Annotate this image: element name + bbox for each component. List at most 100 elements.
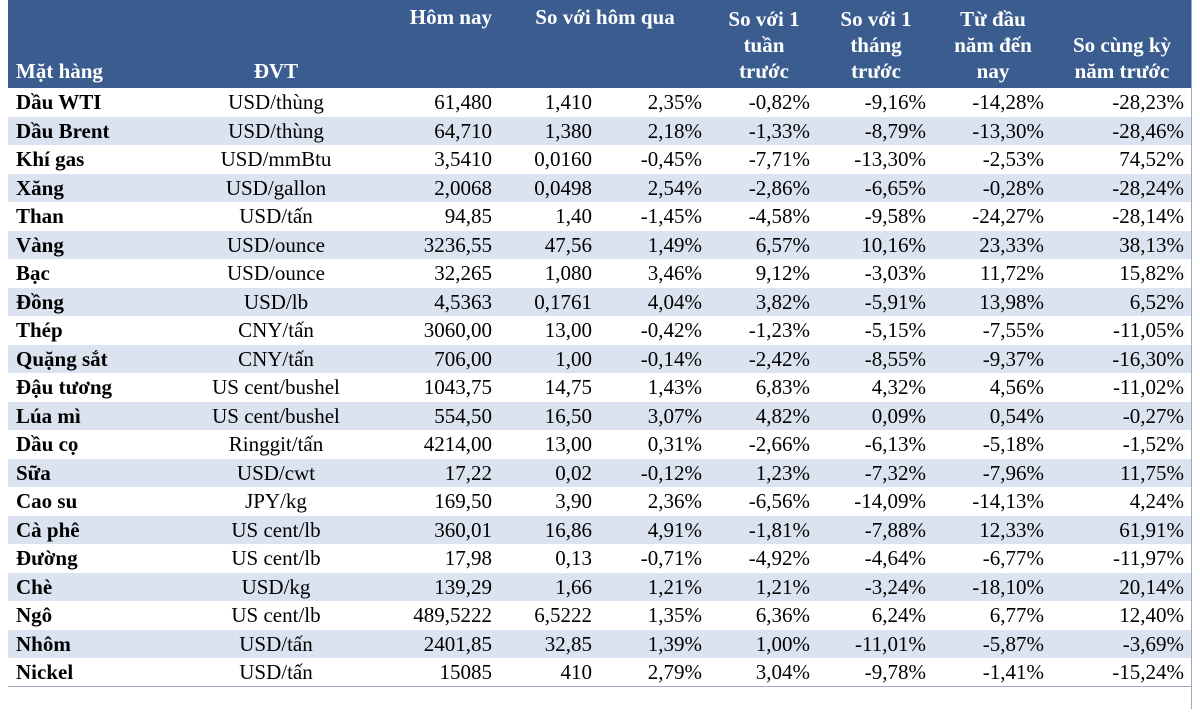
cell-vs-week: 6,83% xyxy=(710,373,818,402)
table-row: Lúa mì US cent/bushel 554,50 16,50 3,07% 4,82… xyxy=(8,401,1192,430)
cell-unit: USD/ounce xyxy=(186,259,366,288)
table-row: Xăng USD/gallon 2,0068 0,0498 2,54% -2,86% -6,… xyxy=(8,173,1192,202)
cell-today: 3,5410 xyxy=(366,145,500,174)
table-row: Đậu tương US cent/bushel 1043,75 14,75 1,43%… xyxy=(8,373,1192,402)
cell-vs-week: 6,57% xyxy=(710,230,818,259)
cell-today: 706,00 xyxy=(366,344,500,373)
cell-vs-month: -8,79% xyxy=(818,116,934,145)
cell-vs-week: 1,21% xyxy=(710,572,818,601)
cell-ytd: 4,56% xyxy=(934,373,1052,402)
cell-vs-month: -3,03% xyxy=(818,259,934,288)
cell-ytd: 11,72% xyxy=(934,259,1052,288)
cell-vs-week: 1,23% xyxy=(710,458,818,487)
cell-unit: USD/ounce xyxy=(186,230,366,259)
cell-vs-month: -5,15% xyxy=(818,316,934,345)
cell-yoy: 15,82% xyxy=(1052,259,1192,288)
cell-vs-week: -0,82% xyxy=(710,88,818,117)
cell-vs-month: -9,16% xyxy=(818,88,934,117)
cell-change-pct: 2,79% xyxy=(600,658,710,687)
cell-vs-month: -4,64% xyxy=(818,544,934,573)
cell-today: 3060,00 xyxy=(366,316,500,345)
cell-ytd: -1,41% xyxy=(934,658,1052,687)
cell-change: 47,56 xyxy=(500,230,600,259)
cell-ytd: 13,98% xyxy=(934,287,1052,316)
cell-change-pct: 2,35% xyxy=(600,88,710,117)
cell-change-pct: -1,45% xyxy=(600,202,710,231)
cell-item: Cao su xyxy=(8,487,186,516)
cell-vs-week: -4,58% xyxy=(710,202,818,231)
cell-ytd: -18,10% xyxy=(934,572,1052,601)
cell-change-pct: 4,04% xyxy=(600,287,710,316)
cell-today: 360,01 xyxy=(366,515,500,544)
cell-vs-week: 1,00% xyxy=(710,629,818,658)
table-row: Chè USD/kg 139,29 1,66 1,21% 1,21% -3,24% -18,1… xyxy=(8,572,1192,601)
cell-unit: USD/tấn xyxy=(186,658,366,687)
cell-yoy: 11,75% xyxy=(1052,458,1192,487)
cell-ytd: -24,27% xyxy=(934,202,1052,231)
cell-item: Thép xyxy=(8,316,186,345)
cell-change-pct: 4,91% xyxy=(600,515,710,544)
table-body: Dầu WTI USD/thùng 61,480 1,410 2,35% -0,82% -9… xyxy=(8,88,1192,687)
cell-yoy: -28,24% xyxy=(1052,173,1192,202)
cell-yoy: -15,24% xyxy=(1052,658,1192,687)
cell-change-pct: 1,39% xyxy=(600,629,710,658)
cell-vs-month: 6,24% xyxy=(818,601,934,630)
cell-vs-week: -2,42% xyxy=(710,344,818,373)
cell-vs-month: -6,65% xyxy=(818,173,934,202)
cell-ytd: -6,77% xyxy=(934,544,1052,573)
cell-today: 554,50 xyxy=(366,401,500,430)
cell-vs-week: 9,12% xyxy=(710,259,818,288)
cell-item: Than xyxy=(8,202,186,231)
cell-change-pct: 3,07% xyxy=(600,401,710,430)
cell-unit: US cent/lb xyxy=(186,544,366,573)
cell-vs-week: -2,66% xyxy=(710,430,818,459)
cell-ytd: -7,55% xyxy=(934,316,1052,345)
cell-ytd: 6,77% xyxy=(934,601,1052,630)
cell-ytd: 12,33% xyxy=(934,515,1052,544)
table-row: Sữa USD/cwt 17,22 0,02 -0,12% 1,23% -7,32% -7,9… xyxy=(8,458,1192,487)
cell-change: 14,75 xyxy=(500,373,600,402)
cell-vs-week: -4,92% xyxy=(710,544,818,573)
cell-vs-month: 0,09% xyxy=(818,401,934,430)
cell-vs-week: 3,04% xyxy=(710,658,818,687)
cell-today: 489,5222 xyxy=(366,601,500,630)
cell-vs-week: -7,71% xyxy=(710,145,818,174)
cell-item: Xăng xyxy=(8,173,186,202)
table-row: Thép CNY/tấn 3060,00 13,00 -0,42% -1,23% -5,15… xyxy=(8,316,1192,345)
cell-item: Sữa xyxy=(8,458,186,487)
cell-unit: US cent/lb xyxy=(186,601,366,630)
cell-change: 0,02 xyxy=(500,458,600,487)
cell-today: 4214,00 xyxy=(366,430,500,459)
cell-yoy: -11,05% xyxy=(1052,316,1192,345)
cell-unit: US cent/bushel xyxy=(186,401,366,430)
cell-ytd: -7,96% xyxy=(934,458,1052,487)
cell-vs-week: 4,82% xyxy=(710,401,818,430)
cell-change: 1,00 xyxy=(500,344,600,373)
cell-change-pct: 1,21% xyxy=(600,572,710,601)
cell-vs-week: -2,86% xyxy=(710,173,818,202)
table-row: Quặng sắt CNY/tấn 706,00 1,00 -0,14% -2,42% -8… xyxy=(8,344,1192,373)
cell-yoy: 20,14% xyxy=(1052,572,1192,601)
cell-ytd: -5,18% xyxy=(934,430,1052,459)
table-row: Đường US cent/lb 17,98 0,13 -0,71% -4,92% -4,6… xyxy=(8,544,1192,573)
header-vs-week: So với 1 tuần trước xyxy=(710,0,818,88)
cell-today: 4,5363 xyxy=(366,287,500,316)
table-row: Đồng USD/lb 4,5363 0,1761 4,04% 3,82% -5,91% 13… xyxy=(8,287,1192,316)
cell-change: 13,00 xyxy=(500,316,600,345)
cell-unit: US cent/bushel xyxy=(186,373,366,402)
cell-vs-week: 6,36% xyxy=(710,601,818,630)
cell-ytd: -9,37% xyxy=(934,344,1052,373)
cell-change-pct: 2,18% xyxy=(600,116,710,145)
cell-change: 0,13 xyxy=(500,544,600,573)
table-row: Bạc USD/ounce 32,265 1,080 3,46% 9,12% -3,03% 1… xyxy=(8,259,1192,288)
cell-today: 2,0068 xyxy=(366,173,500,202)
cell-unit: USD/kg xyxy=(186,572,366,601)
header-yoy: So cùng kỳ năm trước xyxy=(1052,0,1192,88)
cell-vs-month: -11,01% xyxy=(818,629,934,658)
cell-change: 16,86 xyxy=(500,515,600,544)
cell-item: Dầu WTI xyxy=(8,88,186,117)
cell-vs-month: -3,24% xyxy=(818,572,934,601)
cell-change: 3,90 xyxy=(500,487,600,516)
cell-change-pct: 2,54% xyxy=(600,173,710,202)
cell-vs-week: -6,56% xyxy=(710,487,818,516)
